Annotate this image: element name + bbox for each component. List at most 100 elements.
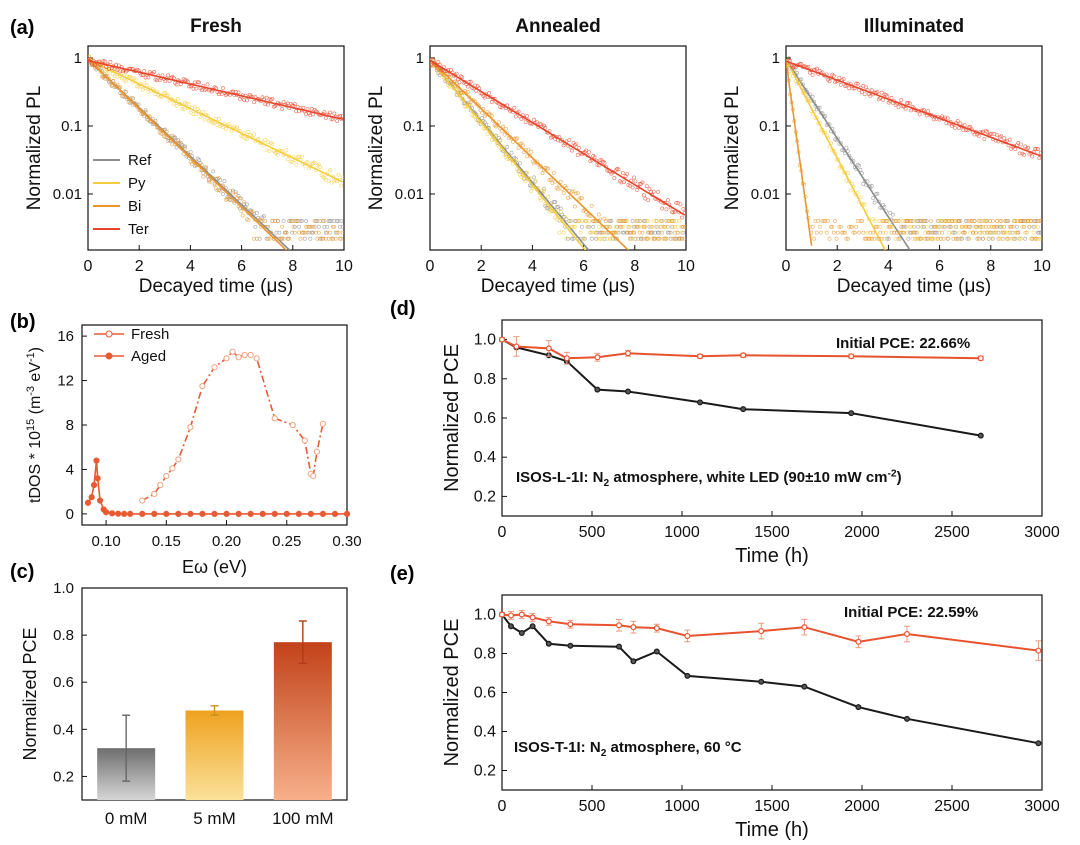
data-point-py [895, 219, 900, 223]
data-point-bi [218, 188, 223, 193]
data-point-py [909, 224, 914, 229]
data-point-ref [305, 230, 310, 235]
data-point-py [561, 230, 566, 235]
data-point-ref [888, 210, 892, 215]
data-point-bi [843, 230, 847, 235]
data-point-bi [650, 224, 655, 229]
data-point-ter [192, 80, 197, 85]
data-point-ter [584, 148, 589, 153]
data-point-bi [819, 230, 823, 235]
data-point-py [598, 236, 603, 241]
data-point-ter [577, 145, 582, 150]
panel-label-c: (c) [10, 561, 34, 583]
data-point-bi [830, 224, 835, 229]
data-point-bi [145, 117, 149, 122]
x-tick-label: 2 [135, 258, 144, 275]
data-point-ter [567, 138, 572, 143]
data-point-ref [934, 230, 939, 235]
data-point-aged [295, 510, 302, 517]
data-point-bi [917, 236, 922, 241]
data-point-py [661, 224, 666, 229]
data-point-bi [937, 230, 942, 235]
y-tick-label: 1.0 [53, 580, 74, 597]
data-point-aged [223, 510, 230, 517]
data-point-py [192, 105, 197, 109]
data-point-ref [654, 224, 659, 229]
data-point-bi [952, 219, 957, 223]
data-point-py [263, 137, 268, 142]
data-point-ref [919, 219, 923, 223]
annotation-initial-pce: Initial PCE: 22.59% [844, 604, 978, 621]
data-point-ref [598, 230, 603, 235]
data-point-py [671, 224, 676, 229]
data-point-ter [330, 117, 335, 122]
data-point-control [696, 399, 703, 406]
x-tick-label: 0.20 [212, 533, 241, 550]
data-point-py [920, 224, 925, 229]
data-point-ter [616, 167, 621, 172]
data-point-ref [580, 224, 584, 229]
data-point-bi [955, 219, 960, 223]
data-point-ter [142, 69, 147, 73]
data-point-bi [525, 154, 529, 159]
data-point-bi [636, 236, 641, 241]
data-point-py [923, 230, 928, 235]
data-point-bi [961, 230, 966, 235]
x-tick-label: 1500 [754, 798, 790, 815]
data-point-ref [672, 236, 677, 241]
data-point-py [914, 236, 919, 241]
data-point-py [952, 224, 957, 229]
data-point-bi [330, 224, 335, 229]
data-point-py [651, 219, 656, 223]
data-point-bi [308, 224, 313, 229]
x-tick-label: 2000 [844, 798, 880, 815]
data-point-py [133, 77, 138, 82]
data-point-ter [622, 180, 627, 184]
data-point-bi [921, 219, 926, 223]
data-point-ref [183, 144, 187, 149]
data-point-ter [837, 75, 842, 80]
data-point-bi [170, 142, 175, 147]
data-point-ter [630, 185, 635, 190]
data-point-py [1007, 230, 1012, 235]
data-point-ref [978, 224, 983, 229]
data-point-ref [587, 224, 591, 229]
data-point-bi [861, 230, 866, 235]
data-point-bi [677, 236, 681, 241]
data-point-ref [304, 219, 309, 223]
y-tick-label: 0.8 [474, 371, 496, 388]
data-point-bi [564, 185, 569, 190]
data-point-target [508, 612, 515, 619]
data-point-ter [197, 80, 202, 85]
data-point-py [276, 152, 280, 157]
data-point-bi [934, 224, 939, 229]
data-point-bi [183, 146, 187, 151]
data-point-bi [208, 179, 213, 184]
data-point-bi [283, 230, 287, 235]
y-tick-label: 0.2 [53, 768, 74, 785]
data-point-bi [339, 236, 344, 241]
data-point-py [962, 224, 967, 229]
data-point-py [957, 230, 961, 235]
data-point-bi [142, 114, 147, 119]
legend: Fresh Aged [94, 326, 169, 365]
data-point-ref [333, 230, 338, 235]
data-point-bi [875, 224, 880, 229]
data-point-bi [299, 230, 304, 235]
x-tick-label: 0.25 [272, 533, 301, 550]
data-point-ref [266, 224, 270, 229]
y-axis-label: Normalized PL [24, 86, 45, 211]
data-point-bi [325, 230, 330, 235]
data-point-ref [551, 199, 556, 204]
data-point-bi [589, 203, 594, 208]
data-point-ter [1007, 137, 1012, 142]
data-point-fresh [199, 383, 206, 390]
data-point-ter [525, 114, 529, 118]
data-point-ref [620, 230, 625, 235]
bar [185, 710, 244, 800]
data-point-target [630, 624, 637, 631]
data-point-ter [869, 88, 874, 93]
data-point-target [615, 622, 622, 629]
data-point-ref [930, 230, 935, 235]
data-point-ter [430, 63, 434, 67]
